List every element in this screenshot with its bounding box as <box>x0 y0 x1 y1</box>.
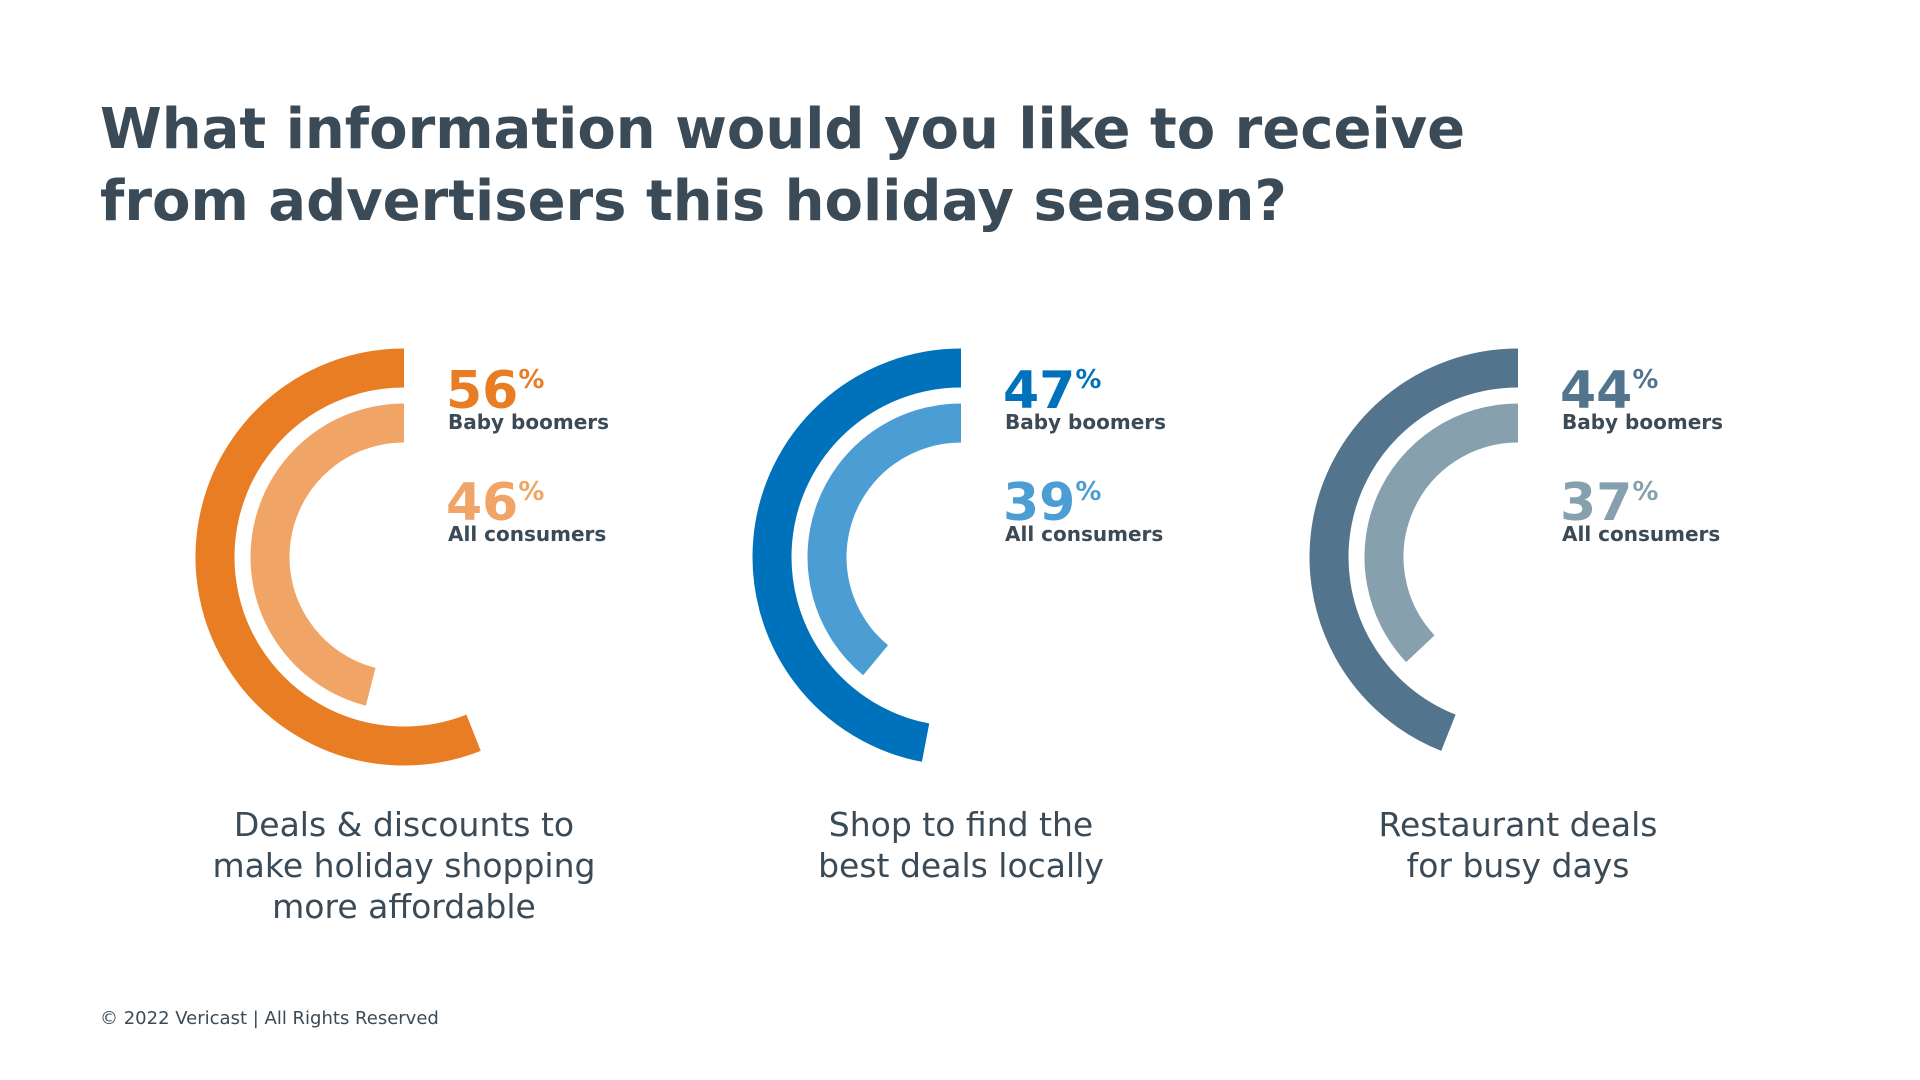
series-name: Baby boomers <box>1562 410 1723 434</box>
series-name: All consumers <box>1562 522 1720 546</box>
series-name: All consumers <box>1005 522 1163 546</box>
arc <box>752 348 962 762</box>
category-label: make holiday shopping <box>213 846 596 885</box>
series-name: All consumers <box>448 522 606 546</box>
category-label: best deals locally <box>818 846 1104 885</box>
value-label: 47% <box>1003 361 1101 421</box>
series-name: Baby boomers <box>448 410 609 434</box>
category-label: more affordable <box>272 887 536 926</box>
value-label: 44% <box>1560 361 1658 421</box>
arc <box>1364 403 1519 663</box>
category-label: for busy days <box>1407 846 1630 885</box>
value-label: 39% <box>1003 473 1101 533</box>
value-label: 56% <box>446 361 544 421</box>
category-label: Deals & discounts to <box>234 805 574 844</box>
value-label: 46% <box>446 473 544 533</box>
category-label: Restaurant deals <box>1379 805 1658 844</box>
series-name: Baby boomers <box>1005 410 1166 434</box>
arc <box>250 403 405 706</box>
arc <box>807 403 962 676</box>
arc <box>1309 348 1519 751</box>
title-line: What information would you like to recei… <box>100 97 1465 162</box>
footer: © 2022 Vericast | All Rights Reserved <box>100 1008 439 1029</box>
category-label: Shop to find the <box>829 805 1093 844</box>
arc <box>195 348 481 766</box>
title-line: from advertisers this holiday season? <box>100 169 1287 234</box>
value-label: 37% <box>1560 473 1658 533</box>
